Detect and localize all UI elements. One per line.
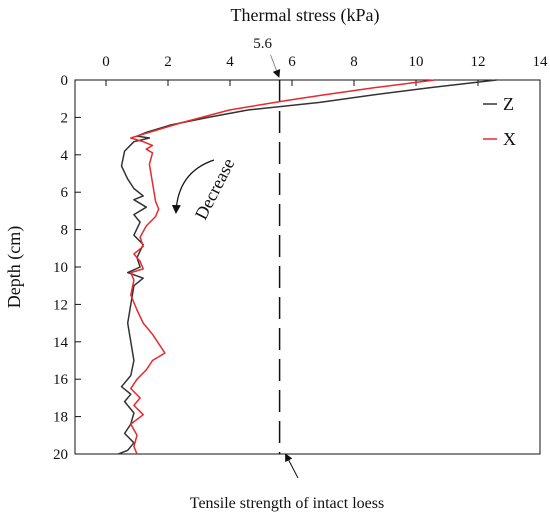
y-tick-label: 12: [53, 297, 68, 313]
x-axis-title: Thermal stress (kPa): [231, 5, 380, 26]
decrease-annotation: Decrease: [191, 155, 239, 223]
series-line-z: [118, 79, 497, 455]
tensile-strength-note: Tensile strength of intact loess: [190, 495, 384, 512]
y-axis-ticks: 0 2 4 6 8 10 12 14 16 18 20: [53, 73, 81, 463]
x-tick-label: 10: [409, 54, 424, 70]
y-tick-label: 10: [53, 260, 68, 276]
series-line-x: [130, 79, 435, 455]
series-lines: [118, 79, 497, 455]
reference-value-arrow: [270, 54, 281, 78]
y-tick-label: 8: [61, 223, 69, 239]
plot-frame: [74, 79, 541, 455]
y-tick-label: 18: [53, 410, 68, 426]
y-tick-label: 0: [61, 73, 69, 89]
y-tick-label: 6: [61, 185, 69, 201]
y-tick-label: 14: [53, 335, 69, 351]
x-tick-label: 6: [288, 54, 296, 70]
y-axis-title: Depth (cm): [4, 226, 25, 308]
legend-label-x: X: [503, 129, 516, 149]
y-tick-label: 16: [53, 372, 69, 388]
x-tick-label: 0: [102, 54, 110, 70]
decrease-arrow: [171, 159, 215, 214]
tensile-strength-value-label: 5.6: [253, 36, 272, 52]
x-tick-label: 4: [226, 54, 234, 70]
x-tick-label: 8: [350, 54, 358, 70]
y-tick-label: 20: [53, 447, 68, 463]
y-tick-label: 2: [61, 110, 69, 126]
x-tick-label: 2: [164, 54, 172, 70]
x-tick-label: 12: [471, 54, 486, 70]
tensile-note-arrow: [285, 453, 299, 479]
y-tick-label: 4: [61, 148, 69, 164]
legend-label-z: Z: [503, 94, 514, 114]
x-tick-label: 14: [533, 54, 549, 70]
x-axis-ticks: 0 2 4 6 8 10 12 14: [102, 54, 548, 86]
legend: Z X: [483, 94, 516, 149]
